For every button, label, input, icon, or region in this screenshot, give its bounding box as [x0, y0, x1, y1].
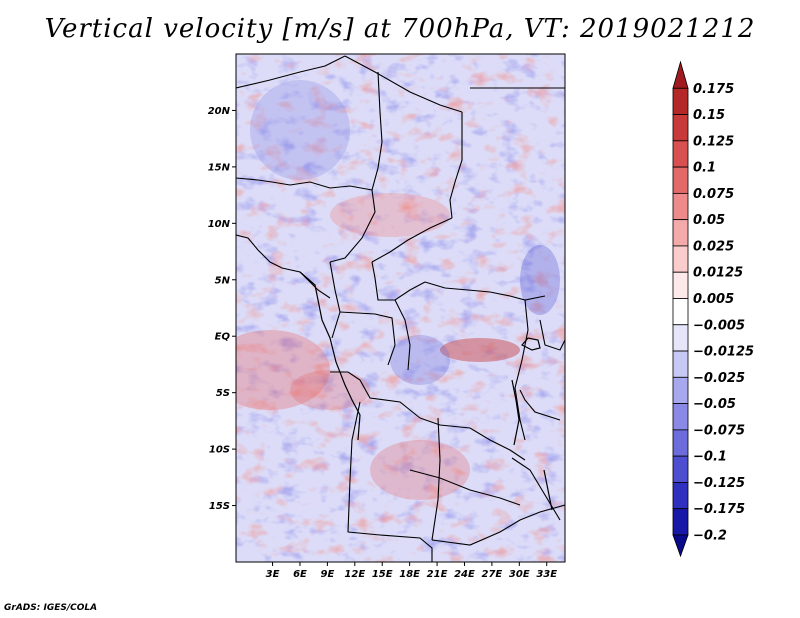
map-frame	[235, 53, 566, 563]
map-title: Vertical velocity [m/s] at 700hPa, VT: 2…	[44, 14, 756, 44]
colorbar-swatch	[672, 114, 689, 142]
colorbar-label: 0.15	[693, 108, 725, 123]
colorbar-label: −0.05	[693, 397, 736, 412]
colorbar-swatch	[672, 376, 689, 404]
lat-tick-label: 15S	[209, 501, 230, 512]
colorbar-label: −0.025	[693, 371, 745, 386]
colorbar-label: −0.075	[693, 423, 745, 438]
latitude-axis: 20N 15N 10N 5N EQ 5S 10S 15S	[208, 106, 236, 512]
colorbar-swatch	[672, 219, 689, 247]
colorbar: 0.175 0.15 0.125 0.1 0.075 0.05 0.025 0.0125 0.0…	[672, 60, 754, 558]
lat-tick-label: 15N	[208, 162, 231, 173]
lon-tick-label: 24E	[454, 569, 475, 580]
lon-tick-label: 33E	[536, 569, 557, 580]
colorbar-swatch	[672, 350, 689, 378]
colorbar-swatch	[672, 298, 689, 326]
velocity-field	[236, 54, 565, 562]
colorbar-swatch	[672, 192, 689, 221]
lat-tick-label: 20N	[208, 106, 231, 117]
colorbar-label: 0.1	[693, 161, 716, 176]
colorbar-swatch	[672, 140, 689, 168]
lon-tick-label: 21E	[427, 569, 448, 580]
colorbar-label: 0.025	[693, 239, 734, 254]
lat-tick-label: 5S	[216, 388, 230, 399]
lat-tick-label: 5N	[215, 275, 231, 286]
colorbar-label: 0.0125	[693, 266, 743, 281]
lon-tick-label: 12E	[344, 569, 365, 580]
colorbar-swatch	[672, 403, 689, 431]
colorbar-swatch	[672, 87, 689, 115]
lon-tick-label: 9E	[320, 569, 334, 580]
colorbar-swatch	[672, 324, 689, 352]
colorbar-swatch	[672, 482, 689, 510]
colorbar-label: 0.005	[693, 292, 734, 307]
lon-tick-label: 6E	[293, 569, 307, 580]
lon-tick-label: 30E	[509, 569, 530, 580]
colorbar-swatch	[672, 455, 689, 483]
longitude-axis: 3E 6E 9E 12E 15E 18E 21E 24E 27E 30E 33E	[266, 562, 557, 580]
lon-tick-label: 27E	[482, 569, 503, 580]
colorbar-label: −0.0125	[693, 345, 754, 360]
colorbar-label: −0.125	[693, 476, 745, 491]
lat-tick-label: 10S	[209, 445, 230, 456]
colorbar-swatch	[672, 271, 689, 299]
lat-tick-label: 10N	[208, 219, 231, 230]
colorbar-label: −0.1	[693, 450, 727, 465]
credit-text: GrADS: IGES/COLA	[4, 603, 98, 613]
lon-tick-label: 18E	[399, 569, 420, 580]
lon-tick-label: 15E	[372, 569, 393, 580]
colorbar-label: −0.175	[693, 502, 745, 517]
lon-tick-label: 3E	[266, 569, 280, 580]
colorbar-swatch	[672, 245, 689, 273]
colorbar-label: 0.125	[693, 134, 734, 149]
colorbar-label: −0.005	[693, 318, 745, 333]
colorbar-bottom-arrow	[672, 534, 689, 558]
colorbar-swatch	[672, 429, 689, 457]
colorbar-label: −0.2	[693, 528, 727, 543]
colorbar-label: 0.05	[693, 213, 725, 228]
colorbar-label: 0.175	[693, 82, 734, 97]
colorbar-label: 0.075	[693, 187, 734, 202]
lat-tick-label: EQ	[215, 332, 231, 343]
country-borders	[236, 55, 565, 562]
colorbar-swatch	[672, 508, 689, 536]
coastline-and-lakes	[299, 271, 553, 511]
colorbar-swatch	[672, 166, 689, 194]
colorbar-top-arrow	[672, 60, 689, 89]
